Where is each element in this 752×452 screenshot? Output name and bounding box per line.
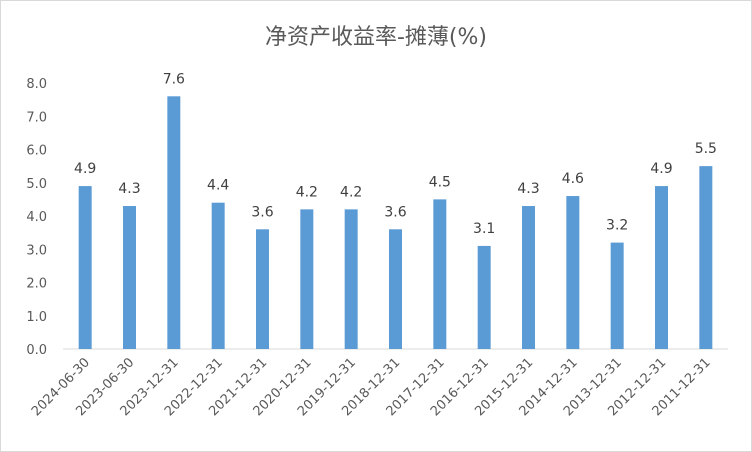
bar	[433, 199, 447, 349]
y-tick-label: 8.0	[26, 77, 47, 92]
bar	[167, 96, 181, 349]
bar	[300, 209, 314, 349]
data-label: 3.2	[606, 218, 628, 234]
bar	[123, 206, 136, 349]
bar	[566, 196, 580, 349]
data-label: 3.6	[384, 204, 406, 220]
y-tick-label: 4.0	[26, 210, 47, 225]
bar	[477, 245, 491, 349]
bar	[389, 229, 402, 349]
data-label: 5.5	[695, 141, 717, 157]
data-label: 4.9	[650, 161, 672, 177]
data-label: 3.6	[251, 204, 273, 220]
data-label: 7.6	[163, 71, 185, 87]
bar	[78, 186, 92, 349]
bar	[610, 242, 624, 349]
y-tick-label: 1.0	[26, 310, 47, 325]
bar	[256, 229, 269, 349]
bar	[522, 206, 535, 349]
data-label: 4.2	[296, 184, 318, 200]
data-label: 4.3	[517, 181, 539, 197]
data-label: 4.9	[74, 161, 96, 177]
y-tick-label: 7.0	[26, 110, 47, 125]
data-label: 4.3	[118, 181, 140, 197]
bar	[211, 202, 225, 349]
y-tick-label: 2.0	[26, 277, 47, 292]
chart-title: 净资产收益率-摊薄(%)	[264, 25, 487, 50]
data-label: 4.6	[562, 171, 584, 187]
data-label: 4.2	[340, 184, 362, 200]
data-label: 4.5	[429, 174, 451, 190]
y-tick-label: 0.0	[26, 343, 47, 358]
bar	[699, 166, 713, 349]
y-tick-label: 3.0	[26, 243, 47, 258]
y-tick-label: 5.0	[26, 177, 47, 192]
bar	[344, 209, 358, 349]
bar	[655, 186, 668, 349]
data-label: 4.4	[207, 178, 229, 194]
y-tick-label: 6.0	[26, 144, 47, 159]
data-label: 3.1	[473, 221, 495, 237]
